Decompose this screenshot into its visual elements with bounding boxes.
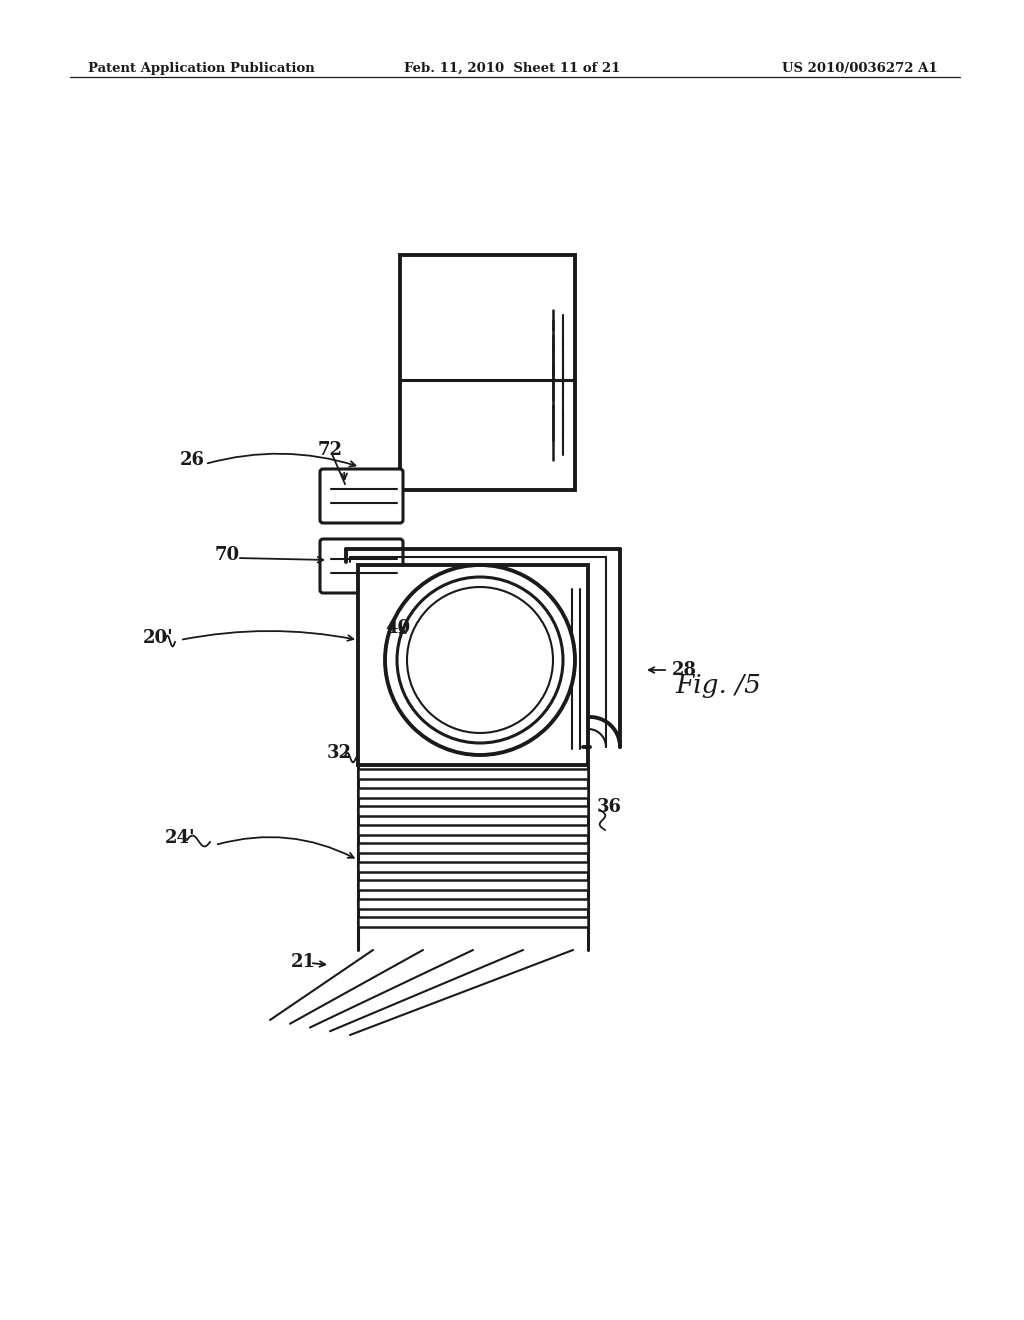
Text: Feb. 11, 2010  Sheet 11 of 21: Feb. 11, 2010 Sheet 11 of 21 (403, 62, 621, 75)
Text: 70: 70 (215, 546, 240, 564)
Bar (358, 880, 588, 890)
Text: Fig. /5: Fig. /5 (675, 672, 761, 697)
Bar (400, 255, 575, 490)
FancyBboxPatch shape (319, 469, 403, 523)
Bar (358, 807, 588, 816)
Bar (358, 899, 588, 909)
Bar (358, 843, 588, 853)
Bar (358, 788, 588, 797)
Bar (358, 862, 588, 871)
Text: 40: 40 (385, 619, 411, 638)
FancyBboxPatch shape (319, 539, 403, 593)
Ellipse shape (407, 587, 553, 733)
Ellipse shape (397, 577, 563, 743)
Bar (358, 565, 588, 766)
Bar (358, 825, 588, 834)
Bar (358, 770, 588, 779)
Ellipse shape (385, 565, 575, 755)
Text: 32: 32 (327, 744, 352, 762)
Text: 72: 72 (318, 441, 343, 459)
Text: US 2010/0036272 A1: US 2010/0036272 A1 (782, 62, 938, 75)
Text: 36: 36 (597, 799, 622, 816)
Text: Patent Application Publication: Patent Application Publication (88, 62, 314, 75)
Text: 20': 20' (143, 630, 174, 647)
Text: 26: 26 (180, 451, 205, 469)
Text: 24': 24' (165, 829, 196, 847)
Text: 28: 28 (672, 661, 697, 678)
Bar (358, 917, 588, 928)
Text: 21: 21 (291, 953, 316, 972)
